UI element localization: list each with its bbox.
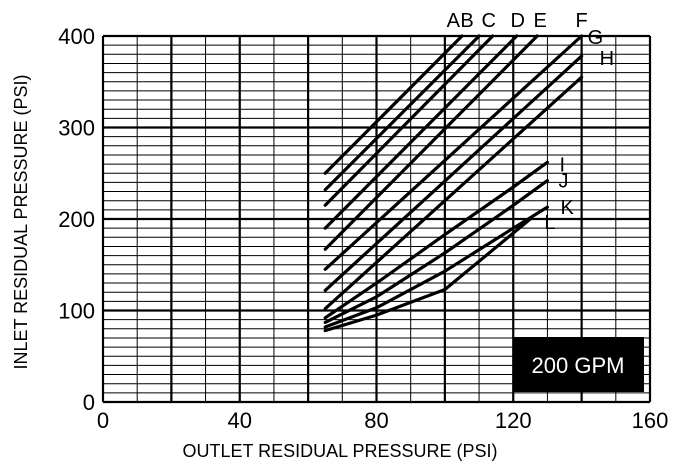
x-tick-label: 120 [495,408,532,433]
curve-l [323,217,532,333]
x-tick-label: 40 [228,408,252,433]
x-tick-label: 0 [97,408,109,433]
y-axis-title: INLET RESIDUAL PRESSURE (PSI) [11,74,31,369]
curve-label-i: I [559,154,565,176]
x-axis-title: OUTLET RESIDUAL PRESSURE (PSI) [182,441,497,461]
curve-label-d: D [510,10,524,32]
curve-a [323,34,464,175]
curves [323,34,584,333]
gpm-badge-text: 200 GPM [532,353,625,378]
curve-label-l: L [544,212,555,234]
y-tick-label: 400 [58,24,95,49]
major-grid [101,34,652,404]
curve-f [323,34,584,271]
curve-label-h: H [600,48,614,70]
y-tick-label: 300 [58,116,95,141]
gpm-badge: 200 GPM [513,337,644,392]
y-tick-label: 0 [83,390,95,415]
curve-k [323,205,549,329]
curve-d [323,34,519,230]
tick-labels: 0 40 80 120 160 0 100 200 300 400 [58,24,668,433]
curve-label-e: E [534,10,547,32]
x-tick-label: 160 [632,408,669,433]
curve-label-f: F [576,10,588,32]
curve-g [323,54,584,292]
curve-c [323,34,495,207]
curve-label-j: J [558,171,568,193]
gpm-badge-background [513,337,644,392]
curve-h [323,75,584,311]
curve-label-k: K [560,197,574,219]
curve-label-g: G [588,27,604,49]
x-tick-label: 80 [364,408,388,433]
curve-label-c: C [482,10,496,32]
curve-label-b: B [460,10,473,32]
curve-j [323,179,549,324]
curve-e [323,34,539,251]
y-tick-label: 100 [58,299,95,324]
curve-label-a: A [447,10,461,32]
curve-i [323,160,549,320]
y-tick-label: 200 [58,207,95,232]
curve-b [323,34,481,192]
